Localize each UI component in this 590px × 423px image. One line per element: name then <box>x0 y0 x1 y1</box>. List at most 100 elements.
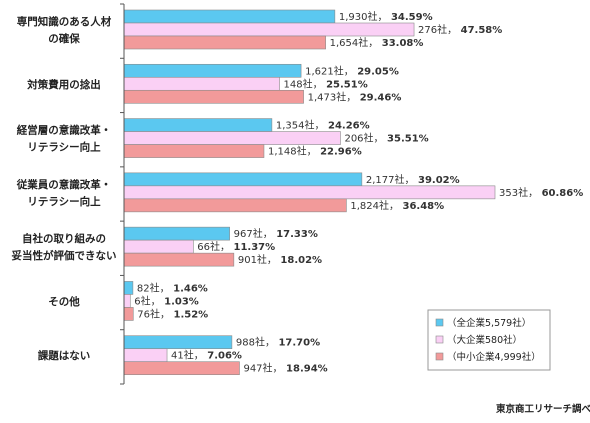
bar <box>123 172 363 187</box>
bar <box>123 226 230 241</box>
data-label-count: 988社， <box>236 336 275 349</box>
data-label: 76社， 1.52% <box>137 307 208 320</box>
data-label: 1,654社， 33.08% <box>330 36 424 49</box>
data-label-count: 1,824社， <box>350 199 399 212</box>
data-label-percent: 36.48% <box>399 201 444 212</box>
bar <box>123 76 280 91</box>
data-label-percent: 24.26% <box>325 121 370 132</box>
bar <box>123 22 415 37</box>
bar <box>123 252 235 267</box>
data-label: 1,473社， 29.46% <box>308 90 402 103</box>
bar <box>123 294 131 308</box>
category-label-line: 課題はない <box>38 349 91 362</box>
bar <box>123 144 265 158</box>
bar <box>123 281 134 295</box>
data-label-count: 1,621社， <box>305 64 354 77</box>
data-label-count: 967社， <box>234 227 273 240</box>
value-labels: 1,930社， 34.59%276社， 47.58%1,654社， 33.08%… <box>134 10 583 375</box>
category-labels: 専門知識のある人材の確保対策費用の捻出経営層の意識改革・リテラシー向上従業員の意… <box>12 15 117 362</box>
data-label-count: 276社， <box>418 23 457 36</box>
legend-entry: （大企業580社） <box>447 334 522 346</box>
category-label-line: リテラシー向上 <box>27 195 101 208</box>
data-label: 353社， 60.86% <box>499 186 583 199</box>
bar <box>123 89 304 104</box>
data-label: 1,354社， 24.26% <box>276 119 370 132</box>
data-label: 206社， 35.51% <box>344 132 428 145</box>
category-label: 課題はない <box>38 349 91 362</box>
data-label: 2,177社， 39.02% <box>366 173 460 186</box>
bar <box>123 198 347 213</box>
data-label-count: 6社， <box>134 294 160 307</box>
data-label-count: 1,473社， <box>308 90 357 103</box>
data-label: 276社， 47.58% <box>418 23 502 36</box>
category-label: 対策費用の捻出 <box>26 78 101 91</box>
data-label-count: 947社， <box>243 362 282 375</box>
bar <box>123 239 194 254</box>
bar <box>123 335 233 350</box>
data-label-percent: 29.46% <box>356 92 401 103</box>
data-label-percent: 18.94% <box>283 364 328 375</box>
legend-swatch <box>435 352 444 361</box>
legend-entry: （中小企業4,999社） <box>447 351 541 363</box>
source-note: 東京商工リサーチ調べ <box>495 403 590 415</box>
data-label: 967社， 17.33% <box>234 227 318 240</box>
data-label-count: 353社， <box>499 186 538 199</box>
data-label: 1,148社， 22.96% <box>268 145 362 158</box>
bar <box>123 9 336 24</box>
data-label-percent: 1.46% <box>170 283 208 294</box>
legend-swatch <box>435 318 444 327</box>
category-label: 自社の取り組みの妥当性が評価できない <box>12 232 117 262</box>
category-label-line: の確保 <box>48 32 80 45</box>
data-label-percent: 7.06% <box>204 351 242 362</box>
data-label-count: 2,177社， <box>366 173 415 186</box>
data-label-count: 1,930社， <box>339 10 388 23</box>
data-label-count: 1,654社， <box>330 36 379 49</box>
data-label: 66社， 11.37% <box>197 240 275 253</box>
data-label: 41社， 7.06% <box>171 349 242 362</box>
bar <box>123 131 341 145</box>
category-label-line: 専門知識のある人材 <box>17 15 112 28</box>
data-label-count: 41社， <box>171 349 204 362</box>
data-label-percent: 60.86% <box>538 188 583 199</box>
data-label-count: 148社， <box>284 77 323 90</box>
bar <box>123 118 273 132</box>
axis-ticks <box>120 3 124 385</box>
category-label-line: その他 <box>48 295 80 308</box>
data-label: 947社， 18.94% <box>243 362 327 375</box>
category-label-line: 自社の取り組みの <box>22 232 106 245</box>
legend-swatch <box>435 335 444 344</box>
data-label-percent: 17.33% <box>273 229 318 240</box>
data-label-count: 901社， <box>238 253 277 266</box>
data-label: 148社， 25.51% <box>284 77 368 90</box>
data-label-percent: 35.51% <box>384 134 429 145</box>
category-label: 従業員の意識改革・リテラシー向上 <box>16 178 112 208</box>
data-label-percent: 11.37% <box>230 242 275 253</box>
data-label-percent: 34.59% <box>387 12 432 23</box>
data-label: 901社， 18.02% <box>238 253 322 266</box>
data-label: 988社， 17.70% <box>236 336 320 349</box>
bar <box>123 185 496 200</box>
data-label-percent: 25.51% <box>323 79 368 90</box>
category-label-line: 妥当性が評価できない <box>12 249 117 262</box>
data-label-count: 82社， <box>137 281 170 294</box>
bar <box>123 63 302 78</box>
data-label-count: 1,354社， <box>276 119 325 132</box>
data-label-percent: 22.96% <box>317 147 362 158</box>
data-label-count: 76社， <box>137 307 170 320</box>
data-label-count: 206社， <box>344 132 383 145</box>
category-label: 専門知識のある人材の確保 <box>17 15 112 45</box>
data-label-percent: 33.08% <box>378 38 423 49</box>
data-label: 1,621社， 29.05% <box>305 64 399 77</box>
data-label-percent: 17.70% <box>275 338 320 349</box>
data-label: 6社， 1.03% <box>134 294 199 307</box>
category-label-line: 従業員の意識改革・ <box>16 178 112 191</box>
bar <box>123 348 168 363</box>
data-label: 1,824社， 36.48% <box>350 199 444 212</box>
data-label: 1,930社， 34.59% <box>339 10 433 23</box>
legend: （全企業5,579社） （大企業580社） （中小企業4,999社） <box>427 309 551 371</box>
category-label: その他 <box>48 295 80 308</box>
data-label-percent: 1.03% <box>161 296 199 307</box>
data-label-percent: 18.02% <box>277 255 322 266</box>
data-label-count: 1,148社， <box>268 145 317 158</box>
